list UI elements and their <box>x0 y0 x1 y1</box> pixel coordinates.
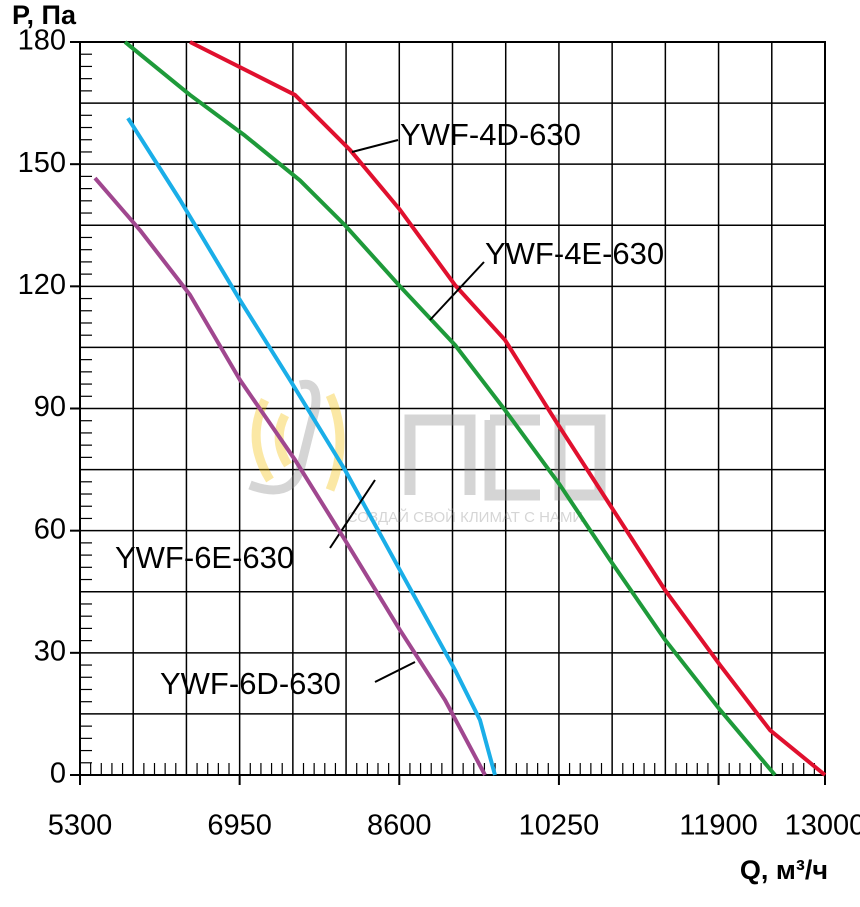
y-axis-title: P, Па <box>12 0 77 30</box>
y-tick-label: 0 <box>50 758 66 790</box>
x-tick-label: 8600 <box>367 810 432 842</box>
watermark: СОЗДАЙ СВОЙ КЛИМАТ С НАМИ <box>248 379 606 526</box>
series-label: YWF-6D-630 <box>160 666 341 701</box>
leader-line <box>429 261 485 321</box>
y-tick-label: 30 <box>34 635 66 667</box>
series-label: YWF-4E-630 <box>485 236 664 271</box>
leader-line <box>351 139 399 153</box>
x-tick-label: 13000 <box>785 810 860 842</box>
series-label: YWF-4D-630 <box>400 117 581 152</box>
y-tick-label: 90 <box>34 391 66 423</box>
watermark-text: СОЗДАЙ СВОЙ КЛИМАТ С НАМИ <box>347 508 583 526</box>
x-tick-label: 10250 <box>519 810 600 842</box>
y-tick-label: 180 <box>18 25 66 57</box>
x-tick-label: 6950 <box>207 810 272 842</box>
series-label: YWF-6E-630 <box>115 540 294 575</box>
x-tick-label: 11900 <box>679 810 758 842</box>
y-tick-label: 60 <box>34 513 66 545</box>
series-line <box>189 40 827 777</box>
watermark-logo <box>404 414 606 501</box>
series-line <box>123 40 777 777</box>
leader-line <box>329 479 376 549</box>
leader-line <box>374 661 416 683</box>
y-tick-label: 150 <box>18 147 66 179</box>
x-axis-title: Q, м³/ч <box>740 855 828 885</box>
series-line <box>93 176 487 776</box>
grid <box>79 41 826 776</box>
y-tick-label: 120 <box>18 269 66 301</box>
series-line <box>126 117 497 776</box>
x-tick-label: 5300 <box>48 810 113 842</box>
